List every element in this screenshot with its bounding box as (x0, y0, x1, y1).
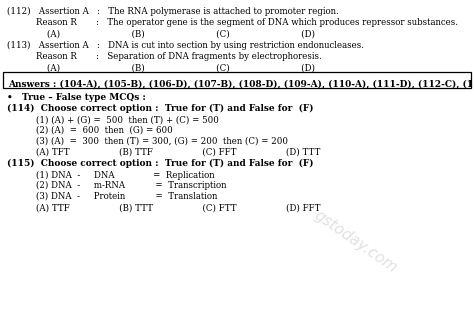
Text: (112)   Assertion A   :   The RNA polymerase is attached to promoter region.: (112) Assertion A : The RNA polymerase i… (7, 7, 339, 16)
Text: (2) DNA  -     m-RNA           =  Transcription: (2) DNA - m-RNA = Transcription (36, 181, 226, 190)
Text: (114)  Choose correct option :  True for (T) and False for  (F): (114) Choose correct option : True for (… (7, 104, 314, 113)
Text: •   True – False type MCQs :: • True – False type MCQs : (7, 93, 146, 102)
Text: (1) (A) + (G) =  500  then (T) + (C) = 500: (1) (A) + (G) = 500 then (T) + (C) = 500 (36, 115, 219, 124)
Text: (3) (A)  =  300  then (T) = 300, (G) = 200  then (C) = 200: (3) (A) = 300 then (T) = 300, (G) = 200 … (36, 136, 288, 145)
Text: (113)   Assertion A   :   DNA is cut into section by using restriction endonucle: (113) Assertion A : DNA is cut into sect… (7, 41, 364, 50)
Text: gstoday.com: gstoday.com (311, 208, 400, 276)
Text: (A) TTF                  (B) TTT                  (C) FTT                  (D) F: (A) TTF (B) TTT (C) FTT (D) F (36, 203, 320, 212)
Text: Reason R       :   Separation of DNA fragments by electrophoresis.: Reason R : Separation of DNA fragments b… (36, 52, 321, 61)
Text: Reason R       :   The operator gene is the segment of DNA which produces repres: Reason R : The operator gene is the segm… (36, 18, 457, 27)
Text: Answers : (104-A), (105-B), (106-D), (107-B), (108-D), (109-A), (110-A), (111-D): Answers : (104-A), (105-B), (106-D), (10… (9, 79, 474, 88)
Text: (1) DNA  -     DNA              =  Replication: (1) DNA - DNA = Replication (36, 170, 214, 179)
Text: (A) TFT                  (B) TTF                  (C) FFT                  (D) T: (A) TFT (B) TTF (C) FFT (D) T (36, 148, 320, 157)
Text: (115)  Choose correct option :  True for (T) and False for  (F): (115) Choose correct option : True for (… (7, 159, 314, 168)
Text: (A)                          (B)                          (C)                   : (A) (B) (C) (47, 63, 315, 72)
Text: (3) DNA  -     Protein           =  Translation: (3) DNA - Protein = Translation (36, 192, 217, 201)
FancyBboxPatch shape (3, 72, 471, 88)
Text: (A)                          (B)                          (C)                   : (A) (B) (C) (47, 29, 315, 38)
Text: (2) (A)  =  600  then  (G) = 600: (2) (A) = 600 then (G) = 600 (36, 126, 173, 135)
